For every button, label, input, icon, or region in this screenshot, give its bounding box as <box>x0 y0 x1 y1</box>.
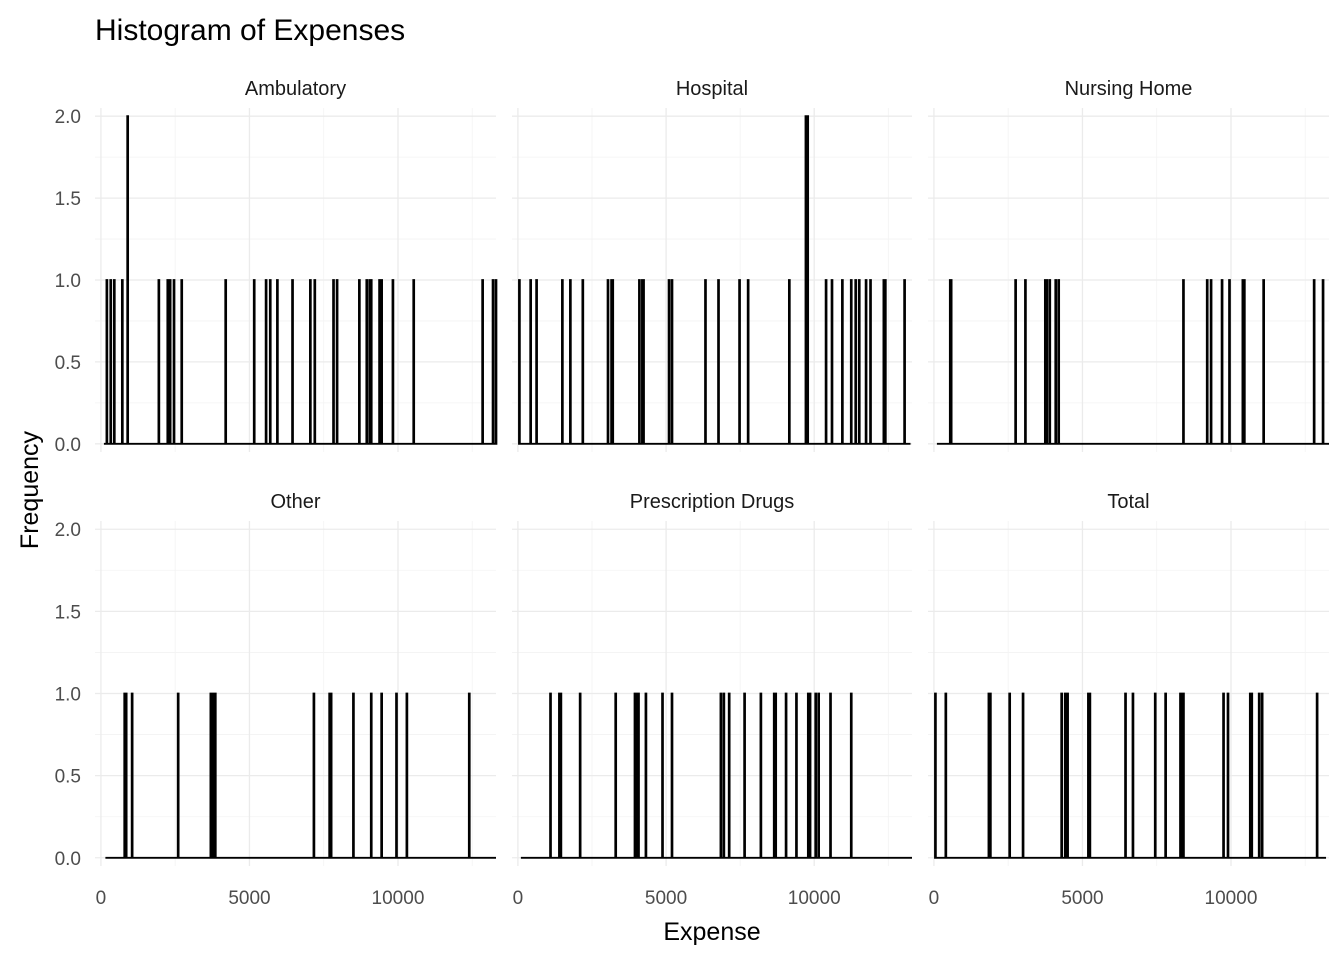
x-tick-label: 0 <box>96 888 107 909</box>
histogram-bars <box>934 692 1327 859</box>
y-axis-title: Frequency <box>16 430 44 549</box>
x-tick-label: 10000 <box>788 888 841 909</box>
facet-ambulatory: Ambulatory 0.0 0.5 1.0 1.5 2.0 <box>55 78 498 456</box>
x-tick-label: 5000 <box>645 888 687 909</box>
facet-hospital: Hospital <box>512 78 912 452</box>
facet-strip-label: Nursing Home <box>1065 78 1193 100</box>
facet-strip-label: Ambulatory <box>245 78 346 100</box>
y-tick-label: 0.5 <box>55 353 81 374</box>
x-tick-label: 10000 <box>372 888 425 909</box>
y-tick-label: 0.5 <box>55 767 81 788</box>
y-tick-label: 2.0 <box>55 107 81 128</box>
y-tick-label: 2.0 <box>55 520 81 541</box>
x-tick-label: 0 <box>513 888 524 909</box>
facet-panels: Ambulatory 0.0 0.5 1.0 1.5 2.0 Hospital Nursing… <box>55 78 1329 909</box>
x-tick-label: 5000 <box>228 888 270 909</box>
facet-strip-label: Hospital <box>676 78 748 100</box>
histogram-bars <box>520 692 912 859</box>
facet-strip-label: Other <box>270 491 320 513</box>
x-tick-label: 0 <box>929 888 940 909</box>
facet-strip-label: Total <box>1107 491 1149 513</box>
y-tick-label: 1.5 <box>55 189 81 210</box>
facet-strip-label: Prescription Drugs <box>630 491 795 513</box>
y-tick-label: 1.0 <box>55 685 81 706</box>
y-tick-label: 1.0 <box>55 271 81 292</box>
facet-prescription-drugs: Prescription Drugs 0 5000 10000 <box>512 491 912 909</box>
x-tick-label: 5000 <box>1061 888 1103 909</box>
histogram-bars <box>105 692 496 859</box>
x-axis-title: Expense <box>663 918 760 946</box>
histogram-bars <box>103 115 498 445</box>
histogram-bars <box>936 279 1329 445</box>
y-tick-label: 0.0 <box>55 849 81 870</box>
facet-total: Total 0 5000 10000 <box>928 491 1329 909</box>
facet-nursing-home: Nursing Home <box>928 78 1329 452</box>
y-tick-label: 1.5 <box>55 602 81 623</box>
chart-title: Histogram of Expenses <box>95 14 405 47</box>
facet-other: Other 0.0 0.5 1.0 1.5 2.0 0 5000 10000 <box>55 491 496 909</box>
x-tick-label: 10000 <box>1205 888 1258 909</box>
y-tick-label: 0.0 <box>55 435 81 456</box>
histogram-bars <box>518 115 911 445</box>
